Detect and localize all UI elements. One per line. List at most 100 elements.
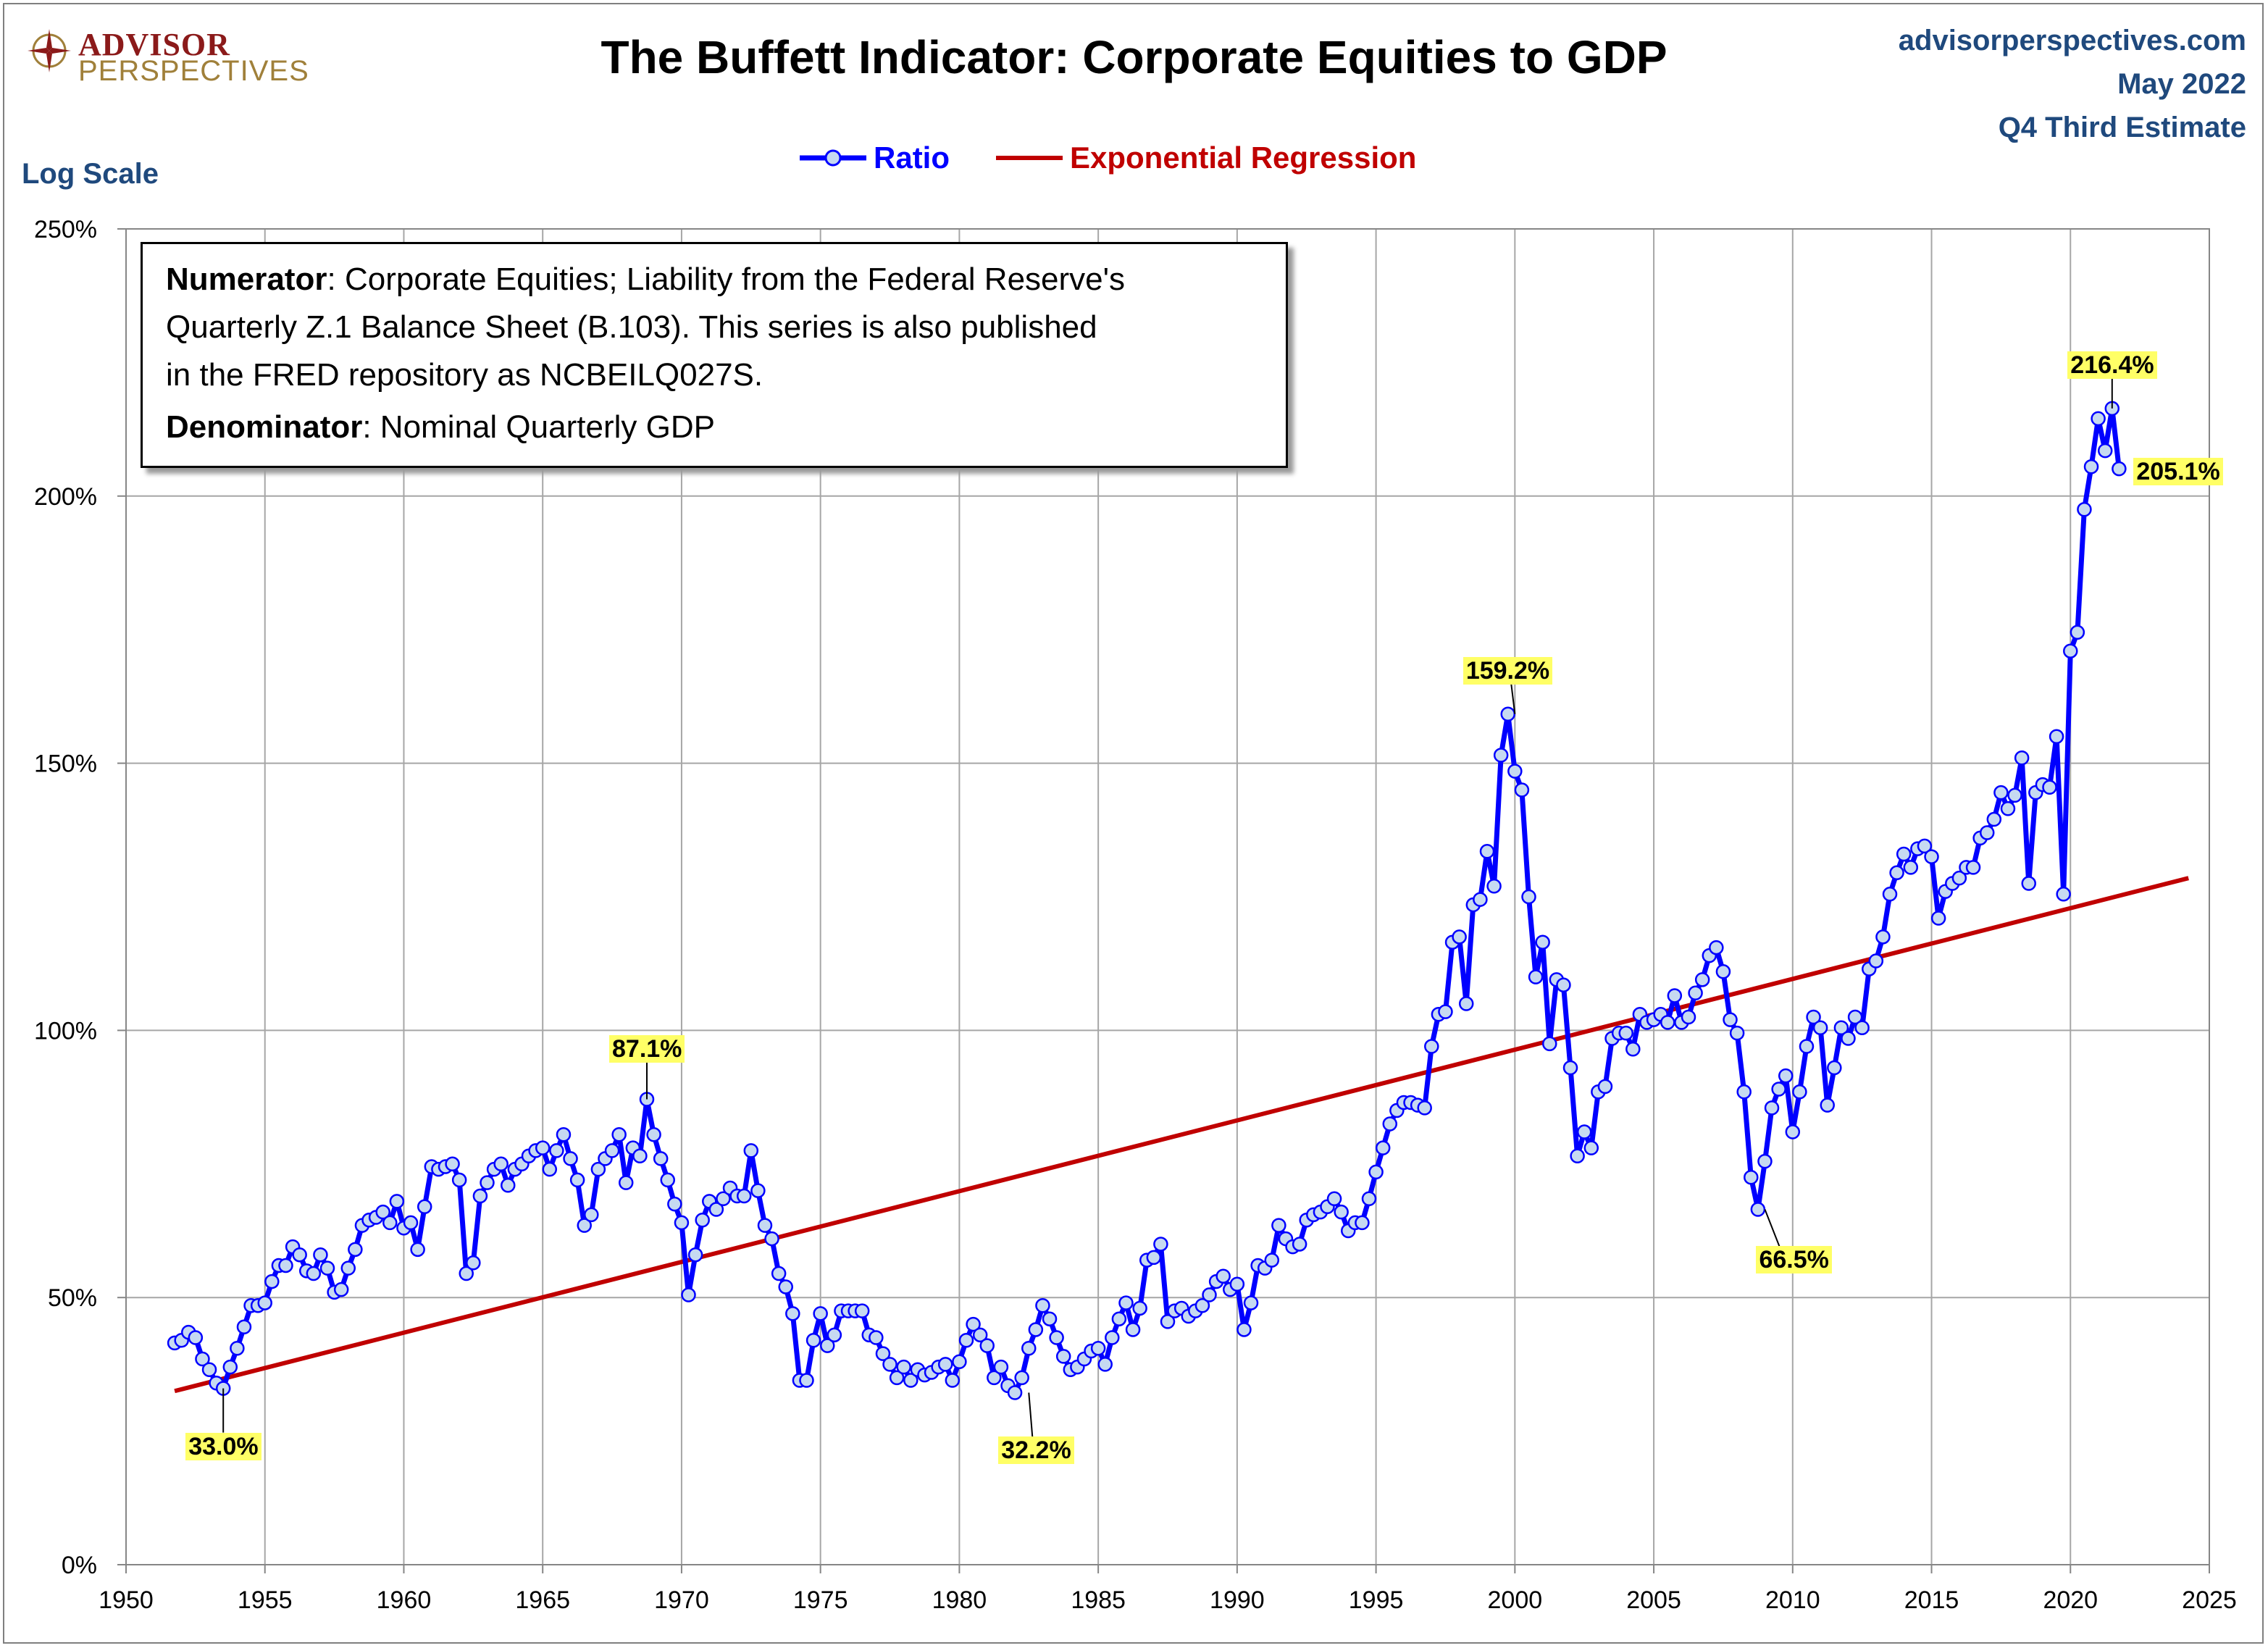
ratio-point — [466, 1255, 481, 1271]
ratio-point — [348, 1242, 363, 1258]
ratio-point — [306, 1266, 322, 1281]
legend-swatch-ratio — [800, 149, 866, 167]
ratio-point — [618, 1175, 634, 1190]
ratio-point — [1951, 870, 1967, 886]
data-label: 66.5% — [1756, 1246, 1832, 1274]
ratio-point — [2070, 624, 2085, 640]
ratio-point — [1618, 1025, 1633, 1041]
ratio-point — [542, 1161, 558, 1177]
ratio-point — [1271, 1218, 1286, 1233]
y-axis-ticks: 0% 50% 100% 150% 200% 250% — [34, 216, 126, 1579]
chart-legend: Ratio Exponential Regression — [797, 136, 1460, 180]
ratio-point — [292, 1247, 307, 1263]
ratio-point — [1438, 1004, 1453, 1019]
numerator-label: Numerator — [166, 262, 327, 297]
ratio-point — [501, 1178, 516, 1193]
ratio-point — [1556, 977, 1571, 992]
ratio-point — [1542, 1036, 1557, 1052]
ratio-point — [1160, 1314, 1176, 1329]
compass-icon — [28, 29, 71, 72]
ratio-point — [750, 1183, 766, 1198]
ratio-point — [1452, 929, 1467, 945]
ratio-point — [549, 1143, 564, 1158]
denominator-note: Denominator: Nominal Quarterly GDP — [166, 403, 1263, 451]
ratio-point — [736, 1188, 752, 1204]
ratio-point — [653, 1151, 669, 1166]
ratio-point — [1473, 892, 1488, 907]
ratio-point — [417, 1199, 432, 1215]
ratio-point — [2091, 411, 2106, 427]
x-tick-label: 1980 — [932, 1586, 987, 1614]
logo-text-advisor: ADVISOR — [78, 27, 230, 62]
ratio-point — [236, 1319, 252, 1335]
ratio-point — [1493, 748, 1509, 763]
ratio-point — [1750, 1202, 1766, 1217]
x-tick-label: 1950 — [99, 1586, 154, 1614]
x-tick-label: 2015 — [1904, 1586, 1959, 1614]
ratio-point — [410, 1242, 425, 1258]
ratio-point — [1028, 1322, 1044, 1337]
ratio-point — [1812, 1020, 1828, 1035]
ratio-point — [1514, 782, 1530, 798]
x-tick-label: 1975 — [793, 1586, 848, 1614]
y-tick-label: 150% — [34, 750, 97, 778]
ratio-point — [1688, 985, 1703, 1001]
log-scale-label: Log Scale — [22, 158, 159, 190]
data-label-leader — [1510, 684, 1516, 714]
ratio-point — [1757, 1153, 1773, 1169]
ratio-point — [577, 1218, 592, 1233]
ratio-point — [1264, 1252, 1280, 1268]
ratio-point — [1326, 1191, 1342, 1206]
ratio-point — [1709, 940, 1724, 955]
ratio-point — [695, 1212, 710, 1228]
ratio-point — [1930, 911, 1946, 926]
ratio-point — [1521, 889, 1536, 905]
ratio-point — [937, 1357, 953, 1372]
ratio-point — [827, 1327, 842, 1343]
ratio-point — [646, 1126, 661, 1142]
plot-area-border — [125, 228, 2210, 1565]
ratio-point — [2014, 750, 2030, 766]
ratio-point — [785, 1306, 800, 1321]
ratio-point — [1417, 1100, 1432, 1116]
ratio-point — [820, 1338, 835, 1353]
annotation-leaders — [222, 378, 2113, 1437]
ratio-point — [1583, 1140, 1599, 1155]
ratio-point — [1875, 929, 1891, 945]
ratio-point — [1007, 1385, 1023, 1400]
ratio-point — [882, 1357, 897, 1372]
ratio-point — [799, 1373, 814, 1388]
ratio-point — [1723, 1012, 1738, 1027]
ratio-point — [687, 1247, 703, 1263]
y-tick-label: 200% — [34, 483, 97, 511]
denominator-label: Denominator — [166, 409, 363, 445]
numerator-note: Numerator: Corporate Equities; Liability… — [166, 256, 1263, 304]
ratio-point — [313, 1247, 328, 1263]
ratio-point — [987, 1370, 1002, 1386]
ratio-point — [264, 1273, 280, 1289]
ratio-point — [1111, 1311, 1127, 1326]
ratio-point — [1854, 1020, 1870, 1035]
axes — [125, 228, 2210, 1565]
estimate-label: Q4 Third Estimate — [1998, 112, 2246, 143]
data-label: 159.2% — [1463, 656, 1553, 685]
ratio-point — [1660, 1015, 1675, 1030]
ratio-point — [1917, 838, 1933, 854]
ratio-point — [716, 1191, 731, 1206]
chart-frame — [3, 3, 2264, 1644]
x-tick-label: 2020 — [2043, 1586, 2098, 1614]
ratio-point — [869, 1330, 884, 1345]
ratio-point — [2097, 443, 2113, 459]
site-url: advisorperspectives.com — [1898, 25, 2246, 57]
legend-item-regression: Exponential Regression — [993, 141, 1416, 175]
ratio-point — [1792, 1084, 1807, 1100]
ratio-point — [230, 1341, 245, 1356]
ratio-point — [1896, 846, 1912, 862]
ratio-point — [480, 1175, 495, 1190]
ratio-point — [1014, 1370, 1029, 1386]
ratio-point — [1694, 972, 1710, 987]
report-date: May 2022 — [2117, 68, 2246, 100]
ratio-point — [1799, 1039, 1815, 1054]
ratio-point — [1055, 1349, 1071, 1364]
